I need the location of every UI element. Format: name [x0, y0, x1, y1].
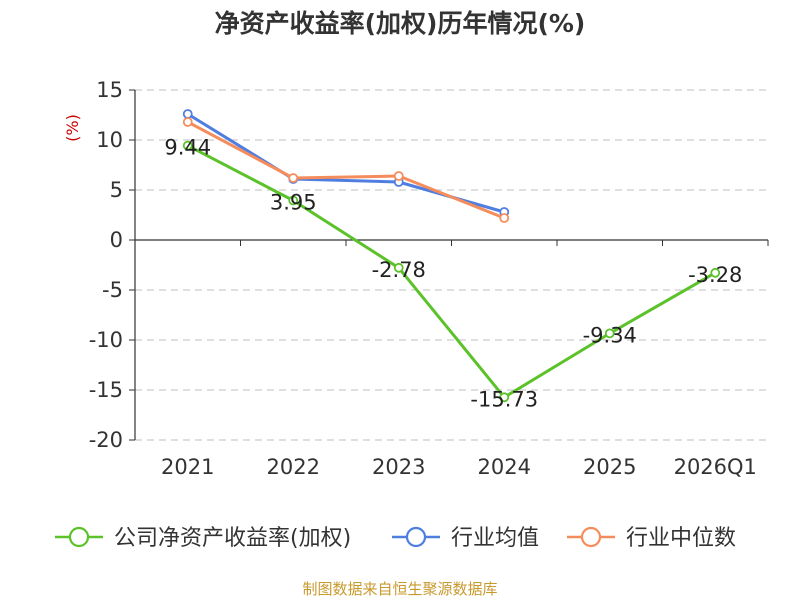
data-point: [393, 171, 404, 181]
y-tick-label: -15: [89, 378, 123, 402]
data-label: -3.28: [688, 263, 742, 287]
x-tick-label: 2021: [161, 455, 214, 479]
source-note: 制图数据来自恒生聚源数据库: [302, 580, 498, 598]
x-tick-label: 2022: [267, 455, 320, 479]
legend-label: 行业中位数: [626, 526, 736, 551]
y-tick-label: -20: [89, 428, 123, 452]
chart-title: 净资产收益率(加权)历年情况(%): [214, 9, 586, 38]
y-tick-label: 15: [96, 78, 123, 102]
y-tick-label: -10: [89, 328, 123, 352]
data-point: [604, 328, 615, 339]
x-tick-label: 2026Q1: [674, 455, 757, 479]
series-line: [187, 120, 505, 220]
legend-swatch-marker: [68, 526, 90, 548]
data-label: 3.95: [270, 191, 317, 215]
data-label: -9.34: [583, 323, 637, 347]
data-point: [288, 195, 299, 206]
series-line: [186, 112, 505, 214]
series-line: [187, 144, 716, 399]
data-point: [182, 117, 193, 127]
data-point: [499, 213, 510, 223]
data-label: 9.44: [164, 136, 211, 160]
data-point: [393, 262, 404, 273]
y-tick-label: -5: [102, 278, 123, 302]
legend-label: 公司净资产收益率(加权): [114, 526, 351, 551]
y-axis-label: (%): [63, 114, 82, 142]
data-point: [499, 392, 510, 403]
legend-swatch-marker: [580, 526, 602, 548]
data-point: [182, 109, 193, 119]
y-tick-label: 5: [110, 178, 123, 202]
legend-label: 行业均值: [451, 526, 539, 551]
legend-swatch-marker: [405, 526, 427, 548]
x-tick-label: 2024: [478, 455, 531, 479]
data-label: -15.73: [470, 387, 538, 411]
x-tick-label: 2025: [583, 455, 636, 479]
y-tick-label: 10: [96, 128, 123, 152]
x-tick-label: 2023: [372, 455, 425, 479]
data-point: [288, 173, 299, 183]
data-label: -2.78: [372, 258, 426, 282]
data-point: [182, 140, 193, 151]
data-point: [710, 267, 721, 278]
y-tick-label: 0: [110, 228, 123, 252]
